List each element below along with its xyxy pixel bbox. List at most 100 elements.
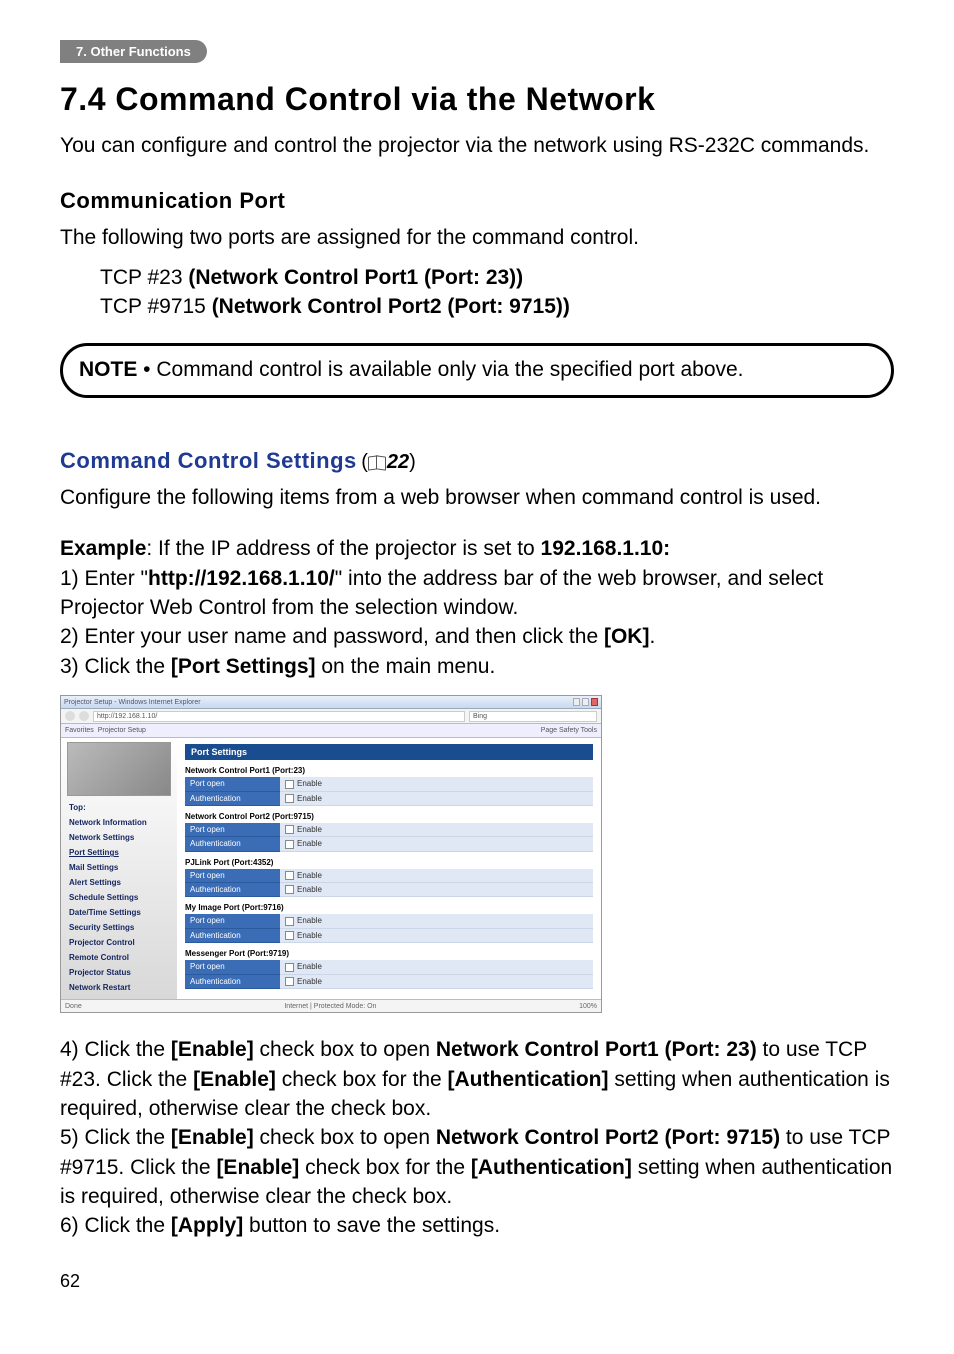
sidebar-item[interactable]: Projector Status	[61, 965, 177, 980]
sidebar-item[interactable]: Mail Settings	[61, 860, 177, 875]
setting-value[interactable]: Enable	[280, 823, 593, 837]
setting-value[interactable]: Enable	[280, 960, 593, 974]
checkbox-icon[interactable]	[285, 977, 294, 986]
step5b: check box to open	[254, 1126, 436, 1149]
setting-value-text: Enable	[297, 779, 322, 788]
back-button[interactable]	[65, 711, 75, 721]
search-box[interactable]: Bing	[469, 711, 597, 722]
setting-value[interactable]: Enable	[280, 792, 593, 806]
checkbox-icon[interactable]	[285, 963, 294, 972]
port-list: TCP #23 (Network Control Port1 (Port: 23…	[100, 263, 894, 322]
setting-value[interactable]: Enable	[280, 837, 593, 851]
sidebar-item[interactable]: Alert Settings	[61, 875, 177, 890]
port-settings-screenshot: Projector Setup - Windows Internet Explo…	[60, 695, 602, 1013]
page-number: 62	[60, 1271, 894, 1292]
setting-value-text: Enable	[297, 931, 322, 940]
setting-value[interactable]: Enable	[280, 975, 593, 989]
status-zoom[interactable]: 100%	[579, 1003, 597, 1010]
setting-row: Port openEnable	[185, 914, 593, 928]
favorites-tab[interactable]: Favorites	[65, 727, 94, 734]
sidebar-item[interactable]: Port Settings	[61, 845, 177, 860]
checkbox-icon[interactable]	[285, 780, 294, 789]
setting-value[interactable]: Enable	[280, 929, 593, 943]
setting-value[interactable]: Enable	[280, 777, 593, 791]
sidebar-item[interactable]: Projector Control	[61, 935, 177, 950]
step1a: 1) Enter "	[60, 567, 148, 590]
sidebar-item[interactable]: Network Settings	[61, 830, 177, 845]
step2-ok: [OK]	[604, 625, 650, 648]
step5-enable2: [Enable]	[216, 1156, 299, 1179]
checkbox-icon[interactable]	[285, 840, 294, 849]
step1-url: http://192.168.1.10/	[148, 567, 335, 590]
step5a: 5) Click the	[60, 1126, 171, 1149]
setting-value-text: Enable	[297, 885, 322, 894]
sidebar-item[interactable]: Network Information	[61, 815, 177, 830]
step3a: 3) Click the	[60, 655, 171, 678]
step4-auth: [Authentication]	[448, 1068, 609, 1091]
setting-row: Port openEnable	[185, 823, 593, 837]
setting-value[interactable]: Enable	[280, 883, 593, 897]
checkbox-icon[interactable]	[285, 931, 294, 940]
setting-label: Authentication	[185, 975, 280, 989]
tcp9715-label: TCP #9715	[100, 295, 212, 318]
status-zone: Internet | Protected Mode: On	[284, 1003, 376, 1010]
forward-button[interactable]	[79, 711, 89, 721]
setting-row: AuthenticationEnable	[185, 837, 593, 851]
setting-label: Authentication	[185, 837, 280, 851]
sidebar-logo	[67, 742, 171, 796]
setting-row: Authentication Enable	[185, 929, 593, 943]
address-bar[interactable]: http://192.168.1.10/	[93, 711, 465, 722]
setting-label: Port open	[185, 960, 280, 974]
ccs-body: Configure the following items from a web…	[60, 484, 894, 512]
step4a: 4) Click the	[60, 1038, 171, 1061]
checkbox-icon[interactable]	[285, 825, 294, 834]
setting-label: Authentication	[185, 929, 280, 943]
sidebar-item[interactable]: Network Restart	[61, 980, 177, 995]
group-title: PJLink Port (Port:4352)	[185, 858, 593, 867]
sidebar-item[interactable]: Schedule Settings	[61, 890, 177, 905]
ccs-heading-text: Command Control Settings	[60, 448, 357, 473]
tcp23-name: (Network Control Port1 (Port: 23))	[188, 266, 523, 289]
step4-enable1: [Enable]	[171, 1038, 254, 1061]
intro-paragraph: You can configure and control the projec…	[60, 132, 894, 160]
sidebar-item[interactable]: Top:	[61, 800, 177, 815]
section-header-tag: 7. Other Functions	[60, 40, 207, 63]
group-title: My Image Port (Port:9716)	[185, 903, 593, 912]
tcp23-label: TCP #23	[100, 266, 188, 289]
checkbox-icon[interactable]	[285, 794, 294, 803]
setting-row: Port open Enable	[185, 777, 593, 791]
sidebar-item[interactable]: Date/Time Settings	[61, 905, 177, 920]
setting-label: Port open	[185, 869, 280, 883]
window-title: Projector Setup - Windows Internet Explo…	[64, 699, 201, 706]
setting-label: Port open	[185, 777, 280, 791]
setting-row: AuthenticationEnable	[185, 792, 593, 806]
setting-value[interactable]: Enable	[280, 869, 593, 883]
ccs-heading: Command Control Settings (22)	[60, 448, 894, 474]
book-icon	[368, 455, 386, 469]
setting-value-text: Enable	[297, 794, 322, 803]
toolbar-tools[interactable]: Page Safety Tools	[541, 727, 597, 734]
note-label: NOTE	[79, 358, 137, 381]
sidebar-item[interactable]: Remote Control	[61, 950, 177, 965]
checkbox-icon[interactable]	[285, 885, 294, 894]
comm-port-body: The following two ports are assigned for…	[60, 224, 894, 252]
sidebar: Top:Network InformationNetwork SettingsP…	[61, 738, 177, 999]
setting-value-text: Enable	[297, 916, 322, 925]
checkbox-icon[interactable]	[285, 871, 294, 880]
page-tab[interactable]: Projector Setup	[98, 727, 146, 734]
step6b: button to save the settings.	[243, 1214, 500, 1237]
step6-apply: [Apply]	[171, 1214, 243, 1237]
step6a: 6) Click the	[60, 1214, 171, 1237]
checkbox-icon[interactable]	[285, 917, 294, 926]
setting-row: Port openEnable	[185, 960, 593, 974]
step3b: on the main menu.	[316, 655, 496, 678]
setting-row: AuthenticationEnable	[185, 883, 593, 897]
group-title: Network Control Port1 (Port:23)	[185, 766, 593, 775]
setting-value[interactable]: Enable	[280, 914, 593, 928]
panel-title: Port Settings	[185, 744, 593, 760]
page-title: 7.4 Command Control via the Network	[60, 81, 894, 118]
example-ip: 192.168.1.10:	[541, 537, 671, 560]
example-body: : If the IP address of the projector is …	[146, 537, 540, 560]
sidebar-item[interactable]: Security Settings	[61, 920, 177, 935]
window-controls[interactable]	[573, 698, 598, 706]
